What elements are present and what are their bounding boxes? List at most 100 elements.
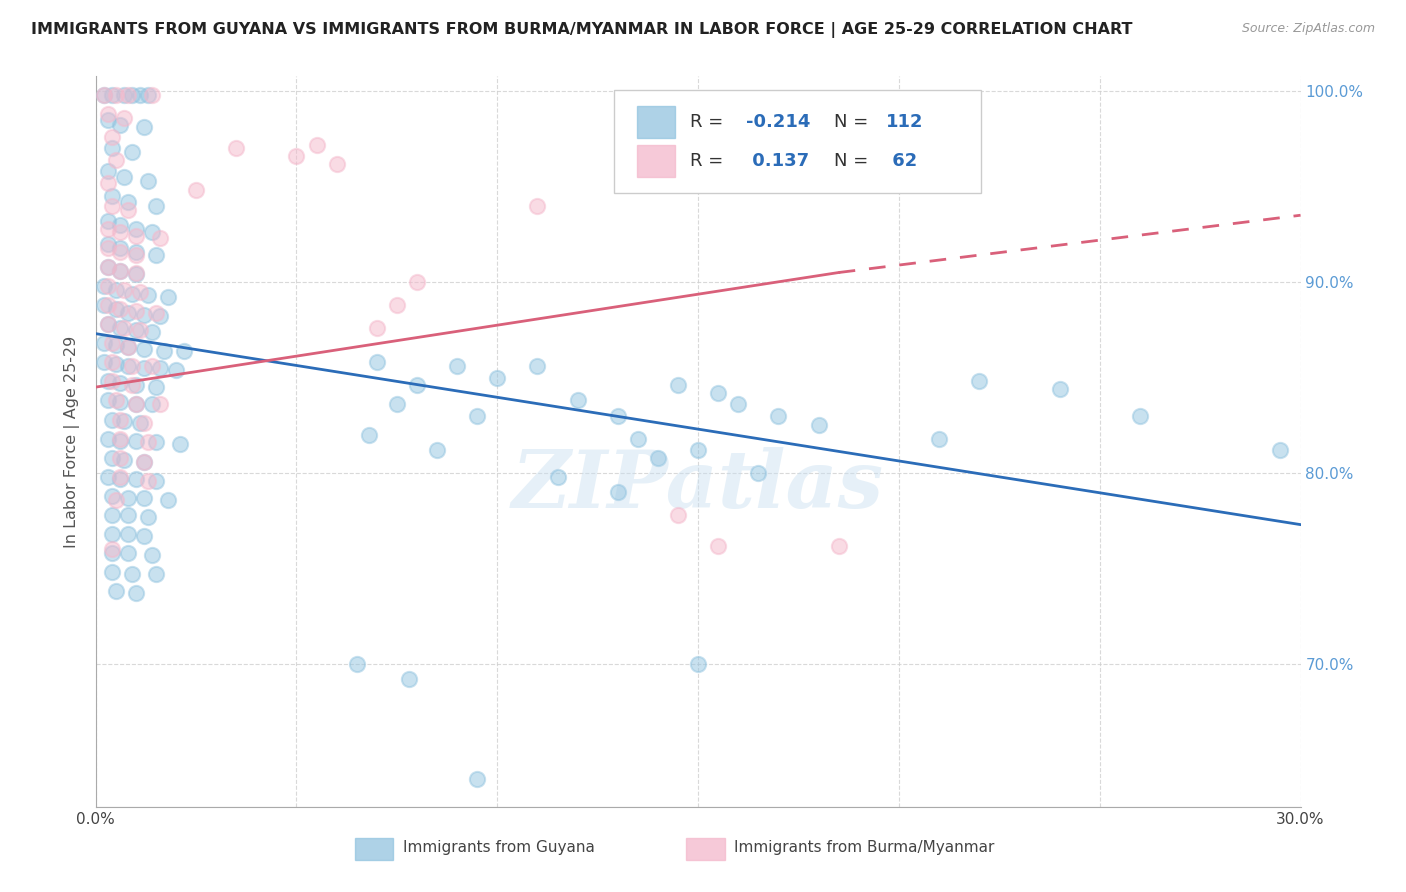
Point — [1049, 382, 1071, 396]
Point — [132, 454, 155, 468]
Point — [97, 298, 120, 312]
Point — [108, 450, 131, 465]
Point — [121, 145, 143, 160]
Point — [108, 470, 131, 484]
Point — [426, 443, 449, 458]
Point — [108, 263, 131, 277]
Point — [132, 361, 155, 376]
Point — [100, 375, 122, 389]
Point — [97, 393, 120, 408]
Text: R =: R = — [690, 113, 728, 131]
Point — [108, 395, 131, 409]
Point — [97, 260, 120, 274]
Point — [97, 279, 120, 293]
Point — [93, 336, 115, 351]
Point — [647, 450, 669, 465]
Point — [132, 454, 155, 468]
Point — [132, 342, 155, 356]
Text: N =: N = — [834, 153, 875, 170]
Point — [100, 355, 122, 369]
Point — [606, 409, 628, 423]
Point — [141, 359, 163, 373]
Point — [108, 434, 131, 448]
Point — [100, 130, 122, 145]
Point — [385, 397, 408, 411]
Point — [149, 231, 172, 245]
FancyBboxPatch shape — [686, 838, 724, 860]
Point — [125, 472, 148, 486]
Point — [112, 415, 135, 429]
Point — [112, 283, 135, 297]
Point — [117, 491, 139, 505]
Point — [93, 87, 115, 102]
Point — [366, 321, 388, 335]
Point — [132, 417, 155, 431]
Point — [398, 673, 420, 687]
Point — [132, 308, 155, 322]
Point — [117, 305, 139, 319]
Text: Source: ZipAtlas.com: Source: ZipAtlas.com — [1241, 22, 1375, 36]
Text: -0.214: -0.214 — [747, 113, 811, 131]
Point — [117, 359, 139, 373]
Point — [117, 508, 139, 522]
Point — [93, 355, 115, 369]
Point — [100, 489, 122, 503]
Point — [117, 87, 139, 102]
Point — [108, 263, 131, 277]
Point — [97, 112, 120, 127]
Point — [145, 305, 167, 319]
Point — [666, 508, 689, 522]
Point — [112, 169, 135, 184]
Point — [108, 218, 131, 232]
Point — [567, 393, 589, 408]
Point — [385, 298, 408, 312]
Point — [100, 141, 122, 155]
Point — [547, 470, 569, 484]
Point — [366, 355, 388, 369]
Point — [108, 244, 131, 259]
Point — [145, 474, 167, 488]
Point — [108, 412, 131, 426]
Point — [486, 370, 509, 384]
Point — [357, 428, 380, 442]
Point — [136, 288, 159, 302]
Point — [132, 120, 155, 135]
Point — [93, 87, 115, 102]
Point — [747, 466, 769, 480]
Point — [727, 397, 749, 411]
Point — [1129, 409, 1152, 423]
Point — [100, 189, 122, 203]
Point — [108, 119, 131, 133]
Point — [707, 539, 730, 553]
Point — [117, 340, 139, 354]
Point — [145, 435, 167, 450]
Point — [112, 87, 135, 102]
Point — [100, 566, 122, 580]
Point — [149, 310, 172, 324]
FancyBboxPatch shape — [637, 106, 675, 138]
Text: 62: 62 — [886, 153, 917, 170]
Point — [97, 375, 120, 389]
Point — [125, 268, 148, 282]
Point — [125, 397, 148, 411]
Point — [666, 378, 689, 392]
Point — [104, 153, 127, 167]
Point — [121, 286, 143, 301]
Point — [104, 301, 127, 316]
Point — [97, 176, 120, 190]
Point — [112, 321, 135, 335]
Point — [121, 378, 143, 392]
Point — [125, 397, 148, 411]
Point — [1270, 443, 1292, 458]
Point — [325, 156, 347, 170]
Point — [117, 340, 139, 354]
Point — [108, 241, 131, 255]
Point — [97, 432, 120, 446]
Point — [128, 87, 150, 102]
Point — [184, 183, 207, 197]
Point — [145, 380, 167, 394]
Point — [121, 87, 143, 102]
Y-axis label: In Labor Force | Age 25-29: In Labor Force | Age 25-29 — [63, 335, 80, 548]
Point — [465, 409, 488, 423]
Point — [121, 567, 143, 582]
